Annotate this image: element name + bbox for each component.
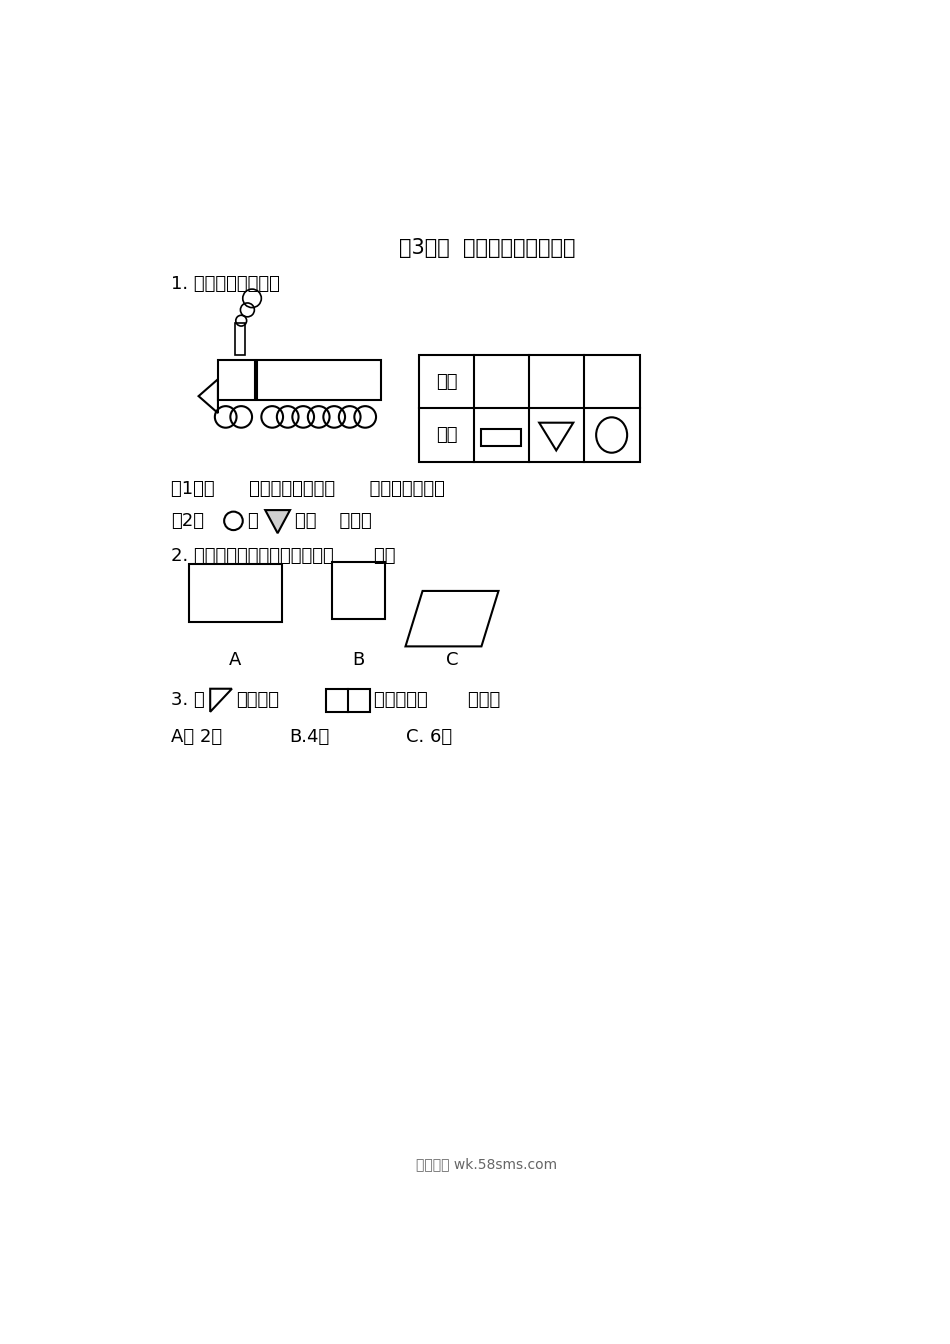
Bar bbox=[188, 564, 281, 622]
Text: A、 2个: A、 2个 bbox=[171, 728, 222, 746]
Bar bbox=[235, 323, 245, 355]
Text: 1. 数一数，填一填。: 1. 数一数，填一填。 bbox=[171, 276, 280, 293]
Text: B.4个: B.4个 bbox=[289, 728, 330, 746]
Text: 五八文库 wk.58sms.com: 五八文库 wk.58sms.com bbox=[416, 1157, 558, 1172]
Text: 多（    ）个。: 多（ ）个。 bbox=[295, 512, 372, 530]
Text: 第3课时  认识图形、分类统计: 第3课时 认识图形、分类统计 bbox=[399, 238, 575, 258]
Bar bbox=[332, 562, 385, 620]
Text: A: A bbox=[229, 652, 241, 669]
Bar bbox=[256, 360, 381, 401]
Bar bbox=[420, 355, 639, 461]
Text: 图形: 图形 bbox=[436, 426, 457, 444]
Text: （2）: （2） bbox=[171, 512, 204, 530]
Text: 3. 用: 3. 用 bbox=[171, 691, 205, 710]
Text: ，需要用（       ）个。: ，需要用（ ）个。 bbox=[374, 691, 501, 710]
Bar bbox=[218, 360, 256, 401]
Bar bbox=[481, 429, 522, 446]
Text: （1）（      ）的个数最多，（      ）的个数最少。: （1）（ ）的个数最多，（ ）的个数最少。 bbox=[171, 480, 446, 497]
Bar bbox=[327, 688, 370, 712]
Polygon shape bbox=[265, 511, 290, 534]
Text: 拼成一个: 拼成一个 bbox=[237, 691, 279, 710]
Text: 个数: 个数 bbox=[436, 372, 457, 391]
Text: C. 6个: C. 6个 bbox=[406, 728, 451, 746]
Text: B: B bbox=[352, 652, 365, 669]
Text: 比: 比 bbox=[247, 512, 257, 530]
Text: 2. 下面图形是平行四边形的是（       ）。: 2. 下面图形是平行四边形的是（ ）。 bbox=[171, 547, 396, 564]
Text: C: C bbox=[446, 652, 458, 669]
